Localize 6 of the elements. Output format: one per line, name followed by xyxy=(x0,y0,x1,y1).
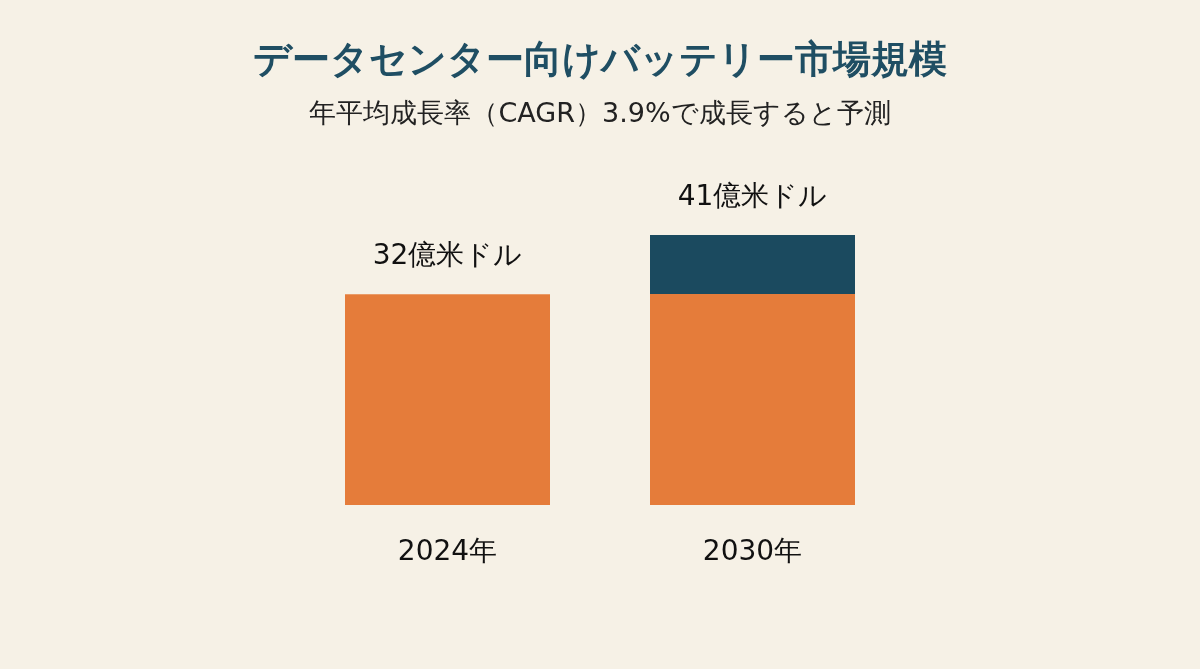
chart-title: データセンター向けバッテリー市場規模 xyxy=(253,37,947,81)
data-label: 32億米ドル xyxy=(372,238,523,272)
x-tick-label: 2024年 xyxy=(397,534,498,567)
x-tick-label: 2030年 xyxy=(702,534,803,567)
data-label: 41億米ドル xyxy=(677,179,828,212)
chart-subtitle: 年平均成長率（CAGR）3.9%で成長すると予測 xyxy=(309,97,891,128)
